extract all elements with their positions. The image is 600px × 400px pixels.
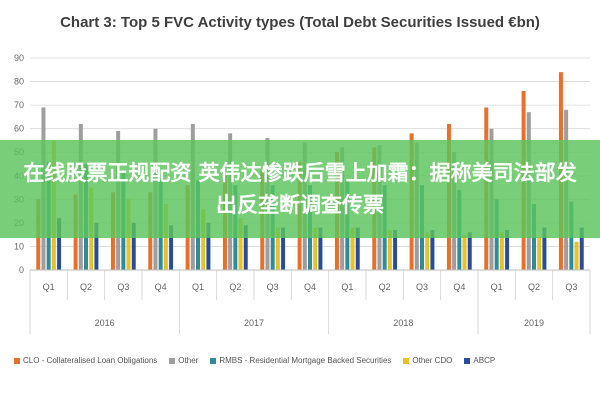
bar: [275, 227, 280, 270]
bar: [243, 225, 248, 270]
legend-item: Other CDO: [403, 356, 452, 365]
x-tick-label: Q4: [155, 282, 167, 292]
legend-label: CLO - Collateralised Loan Obligations: [23, 356, 158, 365]
legend-label: RMBS - Residential Mortgage Backed Secur…: [219, 356, 392, 365]
y-tick-label: 90: [14, 53, 24, 63]
bar: [169, 225, 174, 270]
bar: [499, 232, 504, 270]
legend-item: RMBS - Residential Mortgage Backed Secur…: [210, 356, 391, 365]
legend-item: ABCP: [464, 356, 495, 365]
bar: [131, 222, 136, 270]
bar: [462, 234, 467, 270]
legend-item: CLO - Collateralised Loan Obligations: [14, 356, 157, 365]
legend-label: Other: [178, 356, 199, 365]
bar: [355, 227, 360, 270]
bar: [318, 227, 323, 270]
y-tick-label: 80: [14, 77, 24, 87]
legend-item: Other: [169, 356, 198, 365]
bar: [467, 232, 472, 270]
year-label: 2016: [95, 318, 115, 328]
legend-swatch: [14, 357, 20, 364]
year-label: 2019: [524, 318, 544, 328]
y-tick-label: 60: [14, 124, 24, 134]
legend-swatch: [403, 357, 410, 364]
bar: [350, 227, 355, 270]
overlay-banner[interactable]: 在线股票正规配资 英伟达惨跌后雪上加霜：据称美司法部发出反垄断调查传票: [0, 140, 600, 238]
bar: [579, 227, 584, 270]
x-tick-label: Q4: [304, 282, 316, 292]
bar: [425, 232, 430, 270]
bar: [206, 222, 211, 270]
x-tick-label: Q1: [491, 282, 503, 292]
x-tick-label: Q1: [341, 282, 353, 292]
overlay-headline[interactable]: 在线股票正规配资 英伟达惨跌后雪上加霜：据称美司法部发出反垄断调查传票: [23, 161, 577, 217]
bar: [201, 208, 206, 270]
x-tick-label: Q2: [80, 282, 92, 292]
bar: [313, 227, 318, 270]
x-tick-label: Q2: [229, 282, 241, 292]
bar: [505, 229, 510, 270]
chart-legend: CLO - Collateralised Loan Obligations Oth…: [14, 356, 594, 365]
year-label: 2018: [393, 318, 413, 328]
x-tick-label: Q3: [267, 282, 279, 292]
legend-label: Other CDO: [412, 356, 453, 365]
x-tick-label: Q2: [528, 282, 540, 292]
year-label: 2017: [244, 318, 264, 328]
bar: [393, 229, 398, 270]
bar: [574, 241, 579, 270]
y-tick-label: 0: [19, 265, 24, 275]
x-tick-label: Q3: [416, 282, 428, 292]
bar: [542, 227, 547, 270]
legend-swatch: [464, 357, 471, 364]
bar: [537, 237, 542, 270]
x-tick-label: Q1: [43, 282, 55, 292]
bar: [57, 218, 62, 270]
x-tick-label: Q2: [379, 282, 391, 292]
x-tick-label: Q3: [117, 282, 129, 292]
x-tick-label: Q4: [453, 282, 465, 292]
bar: [430, 229, 435, 270]
chart-title: Chart 3: Top 5 FVC Activity types (Total…: [60, 14, 540, 31]
y-tick-label: 10: [14, 241, 24, 251]
y-tick-label: 70: [14, 100, 24, 110]
bar: [238, 218, 243, 270]
x-tick-label: Q1: [192, 282, 204, 292]
bar: [387, 229, 392, 270]
bar: [281, 227, 286, 270]
bar: [94, 222, 99, 270]
x-tick-label: Q3: [565, 282, 577, 292]
legend-swatch: [169, 357, 176, 364]
legend-label: ABCP: [473, 356, 496, 365]
legend-swatch: [210, 357, 217, 364]
